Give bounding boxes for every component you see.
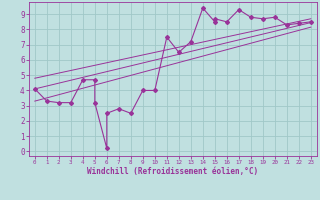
X-axis label: Windchill (Refroidissement éolien,°C): Windchill (Refroidissement éolien,°C) [87, 167, 258, 176]
